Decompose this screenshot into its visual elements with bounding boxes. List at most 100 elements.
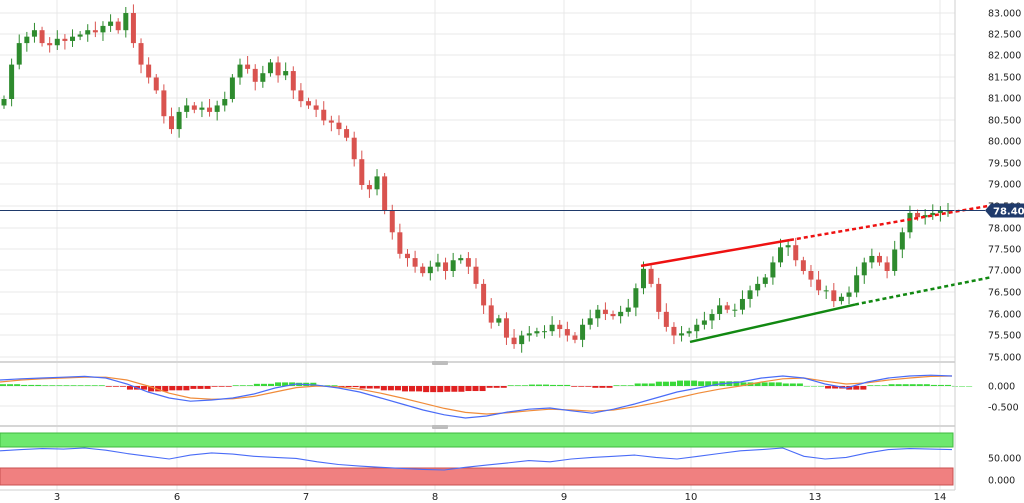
macd-histogram-bar [740,382,747,386]
macd-histogram-bar [373,386,380,389]
macd-histogram-bar [627,385,634,386]
macd-histogram-bar [860,386,867,390]
macd-histogram-bar [902,384,909,386]
candle-body [876,255,882,263]
candle-body [778,247,784,263]
x-tick-label: 3 [54,492,60,503]
candle-body [382,176,388,211]
candle-body [816,279,822,291]
macd-histogram-bar [105,386,112,387]
macd-histogram-bar [684,380,691,386]
candle-body [587,318,593,325]
candle-body [526,333,532,336]
candle-body [321,109,327,121]
candle-body [542,331,548,333]
candle-body [298,90,304,102]
candle-body [108,21,114,26]
macd-histogram-bar [514,385,521,386]
macd-histogram-bar [479,386,486,392]
macd-histogram-bar [190,386,197,389]
macd-histogram-bar [359,386,366,389]
macd-histogram-bar [126,386,133,390]
candle-body [762,277,768,284]
candle-body [245,64,251,69]
candle-body [808,271,814,280]
macd-histogram-bar [698,381,705,386]
rsi-panel[interactable]: 50.000 0.000 [0,432,1021,487]
y-tick-label: 82.500 [988,30,1021,41]
macd-histogram-bar [444,386,451,392]
candle-body [404,253,410,259]
candle-body [328,120,334,123]
candle-body [838,296,844,302]
candle-body [443,262,449,271]
macd-histogram-bar [387,386,394,391]
candle-body [191,105,197,110]
y-tick-label: 80.500 [988,116,1021,127]
y-tick-label: 76.500 [988,288,1021,299]
y-tick-label: 77.000 [988,266,1021,277]
macd-histogram-bar [70,385,77,386]
macd-histogram-bar [613,385,620,386]
rsi-oversold-band [0,467,954,486]
candle-body [907,212,913,233]
macd-histogram-bar [578,386,585,387]
candle-body [260,73,266,82]
price-panel[interactable]: 83.000 82.500 82.000 81.500 81.000 80.500 80.0… [0,0,1024,490]
candle-body [922,215,928,218]
macd-histogram-bar [218,386,225,387]
macd-panel[interactable]: 0.000 -0.500 [0,374,1019,419]
candle-body [130,13,136,44]
macd-histogram-bar [655,381,662,386]
panel-resize-handle[interactable] [432,361,448,365]
macd-histogram-bar [416,386,423,392]
macd-histogram-bar [557,384,564,386]
rsi-line [0,447,953,471]
candle-body [793,245,799,261]
macd-histogram-bar [789,383,796,386]
macd-histogram-bar [14,384,21,386]
trendline-green-solid [689,303,856,344]
macd-histogram-bar [528,384,535,386]
candle-body [138,43,144,65]
candle-body [937,210,943,213]
macd-histogram-bar [465,386,472,392]
candle-body [625,307,631,312]
macd-histogram-bar [550,384,557,386]
candle-body [899,232,905,250]
macd-histogram-bar [853,386,860,390]
candle-body [701,320,707,325]
candle-body [755,283,761,291]
candle-body [823,290,829,292]
macd-histogram-bar [246,385,253,386]
macd-histogram-bar [253,383,260,386]
macd-histogram-bar [380,386,387,391]
macd-histogram-bar [324,385,331,386]
candle-body [450,260,456,271]
candle-body [580,324,586,340]
candle-body [473,266,479,284]
macd-histogram-bar [641,383,648,386]
candle-body [915,212,921,218]
candle-body [884,262,890,271]
y-tick-label: 76.000 [988,310,1021,321]
macd-histogram-bar [634,383,641,386]
candle-body [237,64,243,78]
panel-resize-handle[interactable] [432,425,448,429]
macd-histogram-bar [944,384,951,386]
trendline-red-dotted [789,204,991,242]
macd-histogram-bar [923,384,930,386]
macd-histogram-bar [705,381,712,386]
x-tick-label: 7 [303,492,309,503]
candle-body [648,268,654,284]
macd-histogram-bar [846,386,853,390]
macd-histogram-bar [803,386,810,387]
macd-histogram-bar [691,380,698,386]
axes: 3 6 7 8 9 10 13 14 [0,0,956,503]
candle-body [374,176,380,190]
macd-histogram-bar [366,386,373,389]
candle-body [77,34,83,37]
candle-body [686,331,692,334]
macd-histogram-bar [825,386,832,389]
